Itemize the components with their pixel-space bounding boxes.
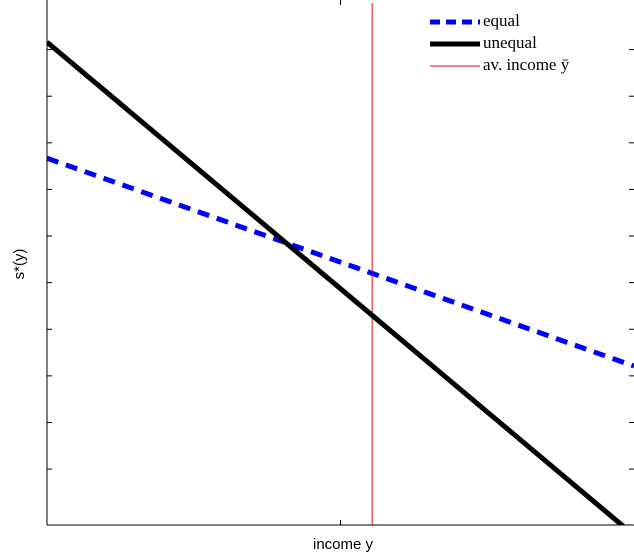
legend-label: av. income ȳ	[483, 55, 570, 74]
series-line	[47, 40, 626, 525]
legend-label: unequal	[483, 33, 537, 52]
x-axis-label: income y	[313, 536, 374, 553]
legend-label: equal	[483, 11, 520, 30]
series-line	[47, 155, 634, 369]
y-axis-label: s*(y)	[11, 249, 28, 280]
